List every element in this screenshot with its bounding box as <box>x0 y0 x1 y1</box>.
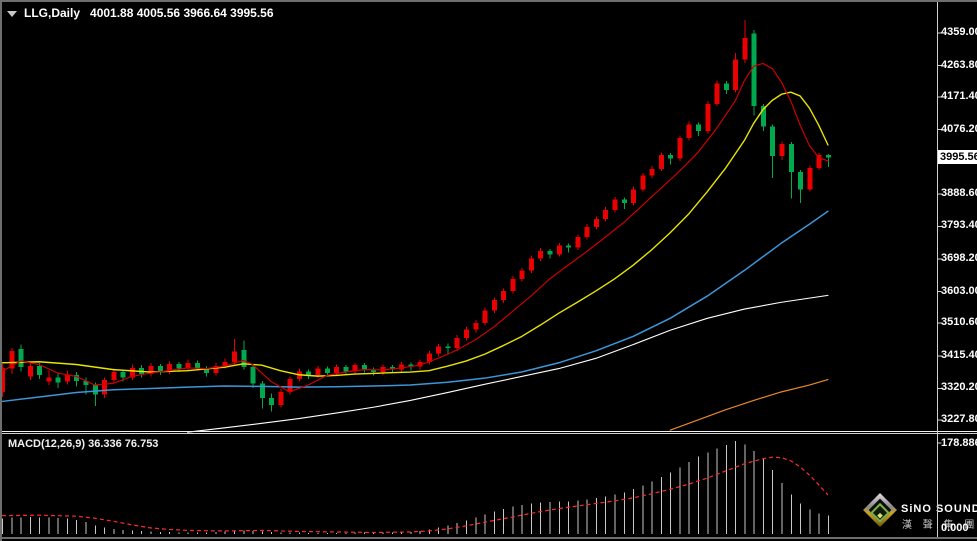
panel-separator[interactable] <box>0 431 977 432</box>
ma-white-slow <box>187 294 829 433</box>
current-price-badge: 3995.56 <box>938 150 977 164</box>
symbol-timeframe-label: LLG,Daily <box>24 6 81 20</box>
price-tick-label: 3603.00 <box>941 284 977 297</box>
ma-yellow <box>1 91 829 377</box>
price-tick-label: 4359.00 <box>941 26 977 38</box>
window-border-bottom <box>0 537 977 539</box>
price-tick-label: 4171.40 <box>941 90 977 103</box>
axis-ticks-layer <box>937 32 942 444</box>
price-tick-label: 3793.40 <box>941 219 977 232</box>
price-axis-line[interactable] <box>937 0 938 537</box>
ohlc-values: 4001.88 4005.56 3966.64 3995.56 <box>90 6 274 20</box>
moving-averages-layer <box>1 62 829 433</box>
ma-red-fast <box>1 62 829 393</box>
watermark-cn-text: 漢 聲 集 團 <box>902 520 977 531</box>
watermark-brand-text: SiNO SOUND <box>901 503 977 515</box>
price-tick-label: 3227.80 <box>941 412 977 425</box>
window-border-left <box>0 0 2 541</box>
macd-indicator-label: MACD(12,26,9) 36.336 76.753 <box>8 438 159 450</box>
panel-separator-shadow <box>0 433 977 434</box>
symbol-dropdown-icon[interactable] <box>7 10 17 17</box>
price-tick-label: 3415.40 <box>941 348 977 361</box>
macd-axis-max-label: 178.886 <box>941 437 977 449</box>
ma-orange-slowest <box>669 378 829 431</box>
price-tick-label: 3320.20 <box>941 381 977 394</box>
price-tick-label: 4076.20 <box>941 122 977 135</box>
price-tick-label: 3698.20 <box>941 252 977 265</box>
sino-sound-watermark: SiNO SOUND 漢 聲 集 團 <box>863 493 977 536</box>
chart-title: LLG,Daily 4001.88 4005.56 3966.64 3995.5… <box>7 6 274 20</box>
macd-axis-zero-label: 0.000 <box>941 522 969 534</box>
price-tick-label: 4263.80 <box>941 58 977 71</box>
price-tick-label: 3510.60 <box>941 316 977 329</box>
ma-blue-medium <box>1 210 829 403</box>
candles-layer <box>0 20 831 412</box>
window-border-top <box>0 0 977 2</box>
macd-signal-line <box>1 456 829 534</box>
macd-histogram <box>2 440 829 534</box>
price-tick-label: 3888.60 <box>941 186 977 199</box>
